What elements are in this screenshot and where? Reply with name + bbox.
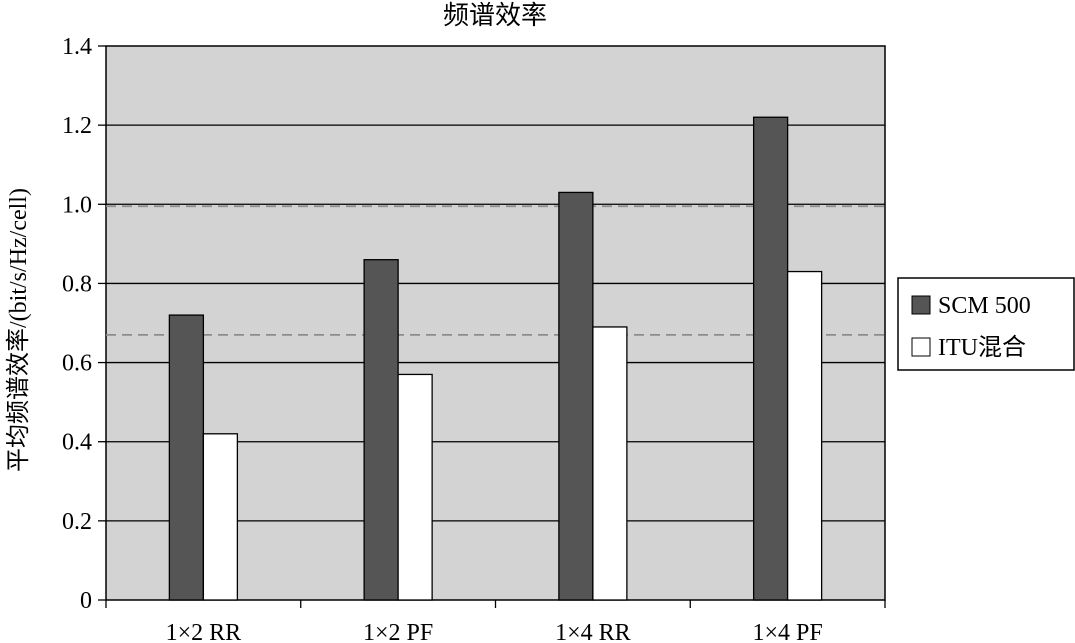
axes: [98, 45, 886, 608]
y-tick-label: 1.4: [62, 34, 92, 60]
bars: [168, 116, 823, 601]
y-tick-label: 0.6: [62, 351, 92, 377]
legend-label-itu: ITU混合: [938, 334, 1026, 361]
bar-scm500-0: [168, 314, 205, 601]
category-labels: 1×2 RR 1×2 PF 1×4 RR 1×4 PF: [166, 620, 823, 643]
x-category-label: 1×4 RR: [555, 620, 631, 643]
legend-label-scm500: SCM 500: [938, 293, 1031, 319]
y-tick-label: 0.8: [62, 271, 92, 297]
bar-itu-2: [592, 326, 628, 601]
bar-scm500-3: [752, 116, 789, 601]
y-axis-label: 平均频谱效率/(bit/s/Hz/cell): [5, 188, 32, 472]
chart-title: 频谱效率: [443, 1, 547, 30]
bar-itu-0: [202, 433, 239, 601]
legend-swatch-scm500: [911, 295, 931, 315]
legend: SCM 500 ITU混合: [897, 277, 1075, 371]
y-tick-label: 0.4: [62, 430, 92, 456]
bar-itu-3: [786, 270, 823, 601]
y-tick-label: 0: [80, 588, 92, 614]
x-category-label: 1×2 RR: [166, 620, 242, 643]
bar-scm500-2: [558, 191, 594, 601]
x-category-label: 1×4 PF: [753, 620, 823, 643]
bar-itu-1: [397, 373, 433, 601]
y-tick-label: 1.2: [62, 113, 92, 139]
y-tick-label: 1.0: [62, 192, 92, 218]
legend-swatch-itu: [911, 337, 931, 357]
x-category-label: 1×2 PF: [363, 620, 433, 643]
bar-scm500-1: [363, 259, 399, 601]
tick-labels: 0 0.2 0.4 0.6 0.8 1.0 1.2 1.4: [62, 34, 92, 614]
y-tick-label: 0.2: [62, 509, 92, 535]
